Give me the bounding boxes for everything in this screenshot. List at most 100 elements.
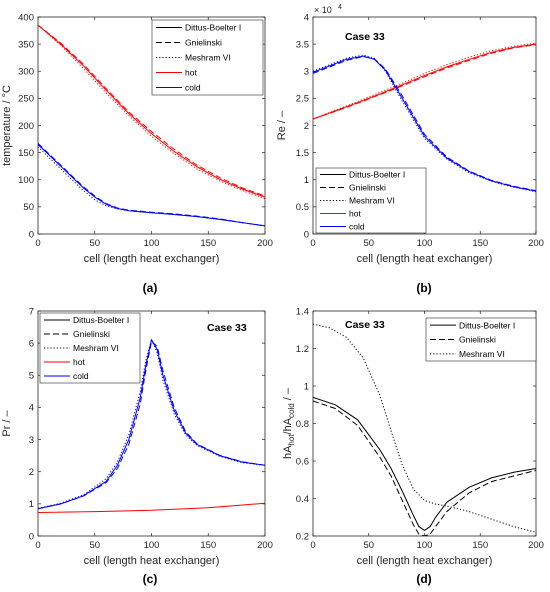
y-tick-label: 1.5	[296, 148, 309, 159]
legend-label: Gnielinski	[73, 329, 110, 339]
x-axis-label: cell (length heat exchanger)	[357, 555, 493, 567]
y-tick-label: 7	[29, 306, 34, 317]
x-tick-label: 150	[472, 540, 488, 551]
panel-label: (c)	[143, 572, 158, 586]
series-line-meshram-vi	[313, 323, 536, 533]
legend-label: Meshram VI	[349, 196, 395, 206]
x-tick-label: 0	[310, 540, 315, 551]
series-line-hot-gnielinski	[38, 24, 265, 197]
series-line-cold-meshram-vi	[313, 54, 536, 193]
y-tick-label: 400	[18, 12, 34, 23]
y-tick-label: 1	[304, 381, 309, 392]
y-tick-label: 150	[18, 148, 34, 159]
legend-label: Dittus-Boelter I	[73, 315, 129, 325]
legend-label: hot	[185, 68, 197, 78]
legend-label: Dittus-Boelter I	[459, 320, 515, 330]
x-tick-label: 50	[363, 540, 374, 551]
y-tick-label: 1.4	[296, 306, 309, 317]
x-tick-label: 50	[89, 540, 100, 551]
panel-label: (a)	[143, 281, 158, 295]
panel-label: (b)	[416, 281, 431, 295]
legend-label: hot	[349, 209, 361, 219]
chart-panel-3: 0 50 100 150 200 0 1 2 3 4 5 6 7 cell (length heat ex…	[1, 306, 273, 586]
chart-panel-2: 0 50 100 150 200 0 0.5 1 1.5 2 2.5 3 3.5 4 × 10 4 cell (…	[276, 4, 544, 295]
series-line-hot-meshram-vi	[313, 42, 536, 120]
x-tick-label: 150	[200, 238, 216, 249]
y-tick-label: 0	[29, 531, 34, 542]
legend: Dittus-Boelter I Gnielinski Meshram VI hot c…	[39, 312, 141, 384]
y-tick-label: 200	[18, 121, 34, 132]
y-tick-label: 5	[29, 371, 34, 382]
y-tick-label: 1.2	[296, 344, 309, 355]
y-tick-label: 2	[29, 467, 34, 478]
series-line-hot-meshram-vi	[38, 24, 265, 200]
x-tick-label: 100	[144, 540, 160, 551]
y-tick-label: 0.6	[296, 456, 309, 467]
y-tick-label: 0.5	[296, 202, 309, 213]
legend-label: Meshram VI	[73, 343, 119, 353]
y-axis-label-part: / –	[282, 387, 294, 403]
y-tick-label: 2	[304, 121, 309, 132]
x-tick-label: 200	[528, 540, 544, 551]
x-tick-label: 0	[35, 238, 40, 249]
y-axis-label: Pr / –	[1, 409, 13, 436]
y-tick-label: 1	[29, 499, 34, 510]
y-tick-label: 0.4	[296, 494, 309, 505]
y-tick-label: 1	[304, 175, 309, 186]
legend-label: Gnielinski	[185, 38, 222, 48]
chart-title: Case 33	[345, 319, 385, 331]
y-tick-label: 3	[304, 67, 309, 78]
y-tick-label: 3	[29, 435, 34, 446]
y-axis-label-part: hA	[282, 445, 294, 459]
x-tick-label: 50	[89, 238, 100, 249]
x-axis-label: cell (length heat exchanger)	[84, 555, 220, 567]
y-axis-label: hAhot/hAcold / –	[282, 387, 296, 459]
y-axis-label: Re / –	[276, 110, 288, 140]
panel-label: (d)	[416, 572, 431, 586]
legend-box	[39, 312, 141, 384]
x-tick-label: 100	[144, 238, 160, 249]
y-tick-label: 2.5	[296, 94, 309, 105]
y-axis-label-part: cold	[287, 403, 296, 418]
y-tick-label: 100	[18, 175, 34, 186]
x-tick-label: 50	[363, 238, 374, 249]
x-tick-label: 0	[35, 540, 40, 551]
chart-panel-4: 0 50 100 150 200 0.2 0.4 0.6 0.8 1 1.2 1.4 cell (len…	[282, 306, 544, 586]
series-line-hot-dittus-boelter-i	[38, 24, 265, 198]
series-line-hot-dittus-boelter-i	[313, 43, 536, 120]
y-tick-label: 0.8	[296, 419, 309, 430]
y-tick-label: 6	[29, 338, 34, 349]
y-tick-label: 350	[18, 39, 34, 50]
series-line-dittus-boelter-i	[313, 396, 536, 532]
y-axis-label-part: /hA	[282, 417, 294, 434]
x-tick-label: 200	[257, 540, 273, 551]
legend-label: Meshram VI	[185, 53, 231, 63]
legend-label: Gnielinski	[349, 183, 386, 193]
y-exponent-label: × 10	[314, 5, 332, 15]
legend-label: Gnielinski	[459, 335, 496, 345]
y-tick-label: 0.2	[296, 531, 309, 542]
x-tick-label: 0	[310, 238, 315, 249]
y-tick-label: 4	[304, 12, 309, 23]
x-axis-label: cell (length heat exchanger)	[84, 253, 220, 265]
x-tick-label: 100	[417, 540, 433, 551]
series-line-hot-dittus-boelter-i	[38, 502, 265, 513]
legend-label: Meshram VI	[459, 349, 505, 359]
y-tick-label: 4	[29, 403, 34, 414]
chart-title: Case 33	[345, 31, 385, 43]
series-line-cold-meshram-vi	[38, 337, 265, 509]
y-exponent-power: 4	[338, 4, 342, 11]
legend-box	[151, 19, 264, 96]
y-axis-label-part: hot	[287, 434, 296, 446]
series-line-cold-gnielinski	[38, 340, 265, 510]
y-tick-label: 3.5	[296, 39, 309, 50]
legend-label: Dittus-Boelter I	[185, 23, 241, 33]
x-tick-label: 200	[528, 238, 544, 249]
y-tick-label: 250	[18, 94, 34, 105]
series-line-cold-gnielinski	[38, 143, 265, 227]
legend-label: hot	[73, 357, 85, 367]
x-tick-label: 150	[472, 238, 488, 249]
legend-box	[315, 167, 427, 234]
y-tick-label: 50	[23, 202, 34, 213]
